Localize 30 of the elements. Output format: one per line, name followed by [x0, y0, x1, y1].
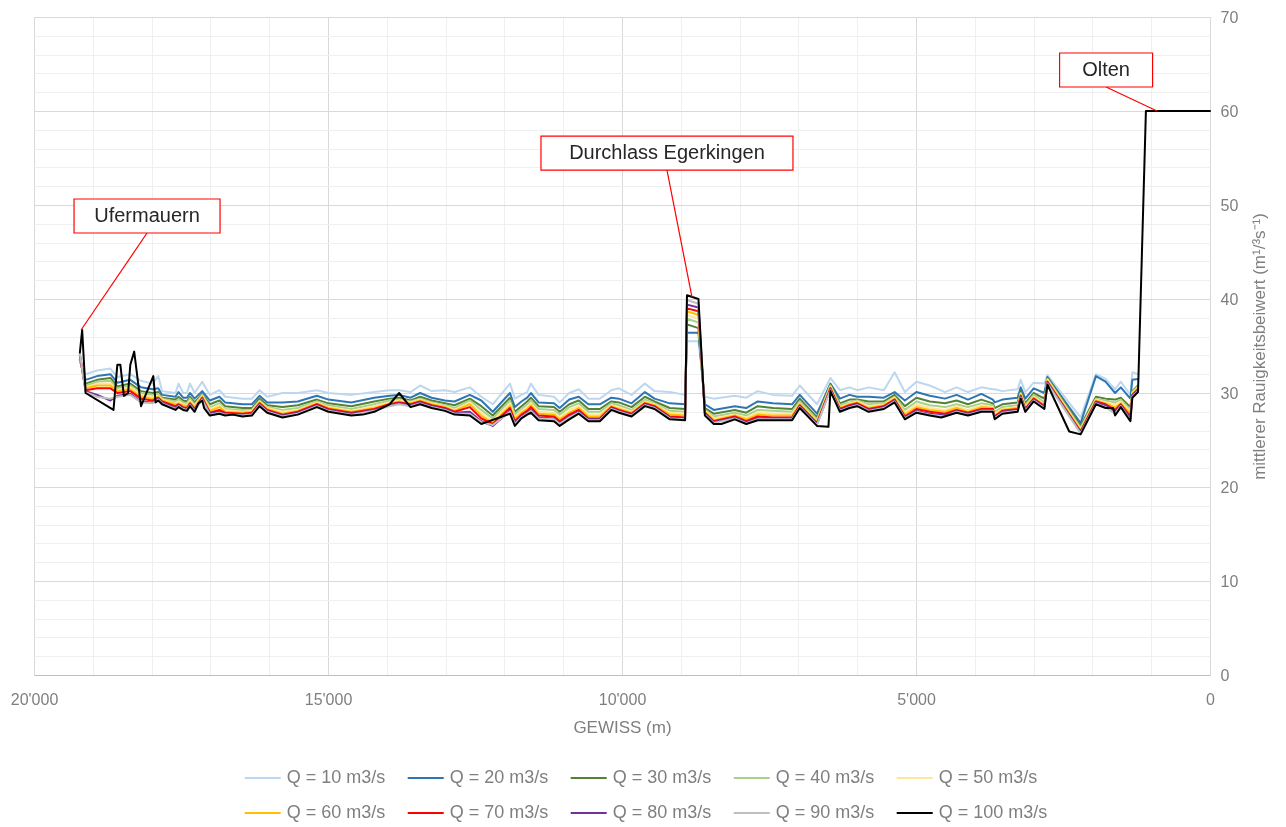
legend-label: Q = 20 m3/s — [449, 767, 549, 787]
x-tick-label: 5'000 — [897, 690, 936, 708]
y-tick-label: 50 — [1220, 196, 1239, 214]
annotation: Ufermauern — [94, 204, 200, 227]
y-tick-label: 20 — [1220, 478, 1239, 496]
x-tick-label: 10'000 — [598, 690, 647, 708]
y-tick-label: 10 — [1220, 572, 1239, 590]
legend-label: Q = 60 m3/s — [286, 802, 386, 822]
legend-label: Q = 70 m3/s — [449, 802, 549, 822]
annotation: Durchlass Egerkingen — [569, 141, 765, 164]
y-tick-label: 0 — [1220, 666, 1230, 684]
line-series — [78, 110, 1211, 436]
legend-label: Q = 50 m3/s — [938, 767, 1038, 787]
line-series — [78, 340, 1140, 419]
legend-label: Q = 80 m3/s — [612, 802, 712, 822]
y-axis-title: mittlerer Rauigkeitsbeiwert (m¹/³s⁻¹) — [1250, 213, 1270, 480]
x-tick-label: 20'000 — [10, 690, 59, 708]
y-tick-label: 30 — [1220, 384, 1239, 402]
y-tick-label: 70 — [1220, 8, 1239, 26]
y-tick-label: 60 — [1220, 102, 1239, 120]
legend-label: Q = 40 m3/s — [775, 767, 875, 787]
x-tick-label: 15'000 — [304, 690, 353, 708]
legend-label: Q = 10 m3/s — [286, 767, 386, 787]
y-tick-label: 40 — [1220, 290, 1239, 308]
legend-label: Q = 30 m3/s — [612, 767, 712, 787]
legend-label: Q = 100 m3/s — [938, 802, 1048, 822]
x-axis-title: GEWISS (m) — [573, 717, 672, 737]
legend-label: Q = 90 m3/s — [775, 802, 875, 822]
annotation: Olten — [1082, 58, 1130, 80]
x-tick-label: 0 — [1206, 690, 1216, 708]
